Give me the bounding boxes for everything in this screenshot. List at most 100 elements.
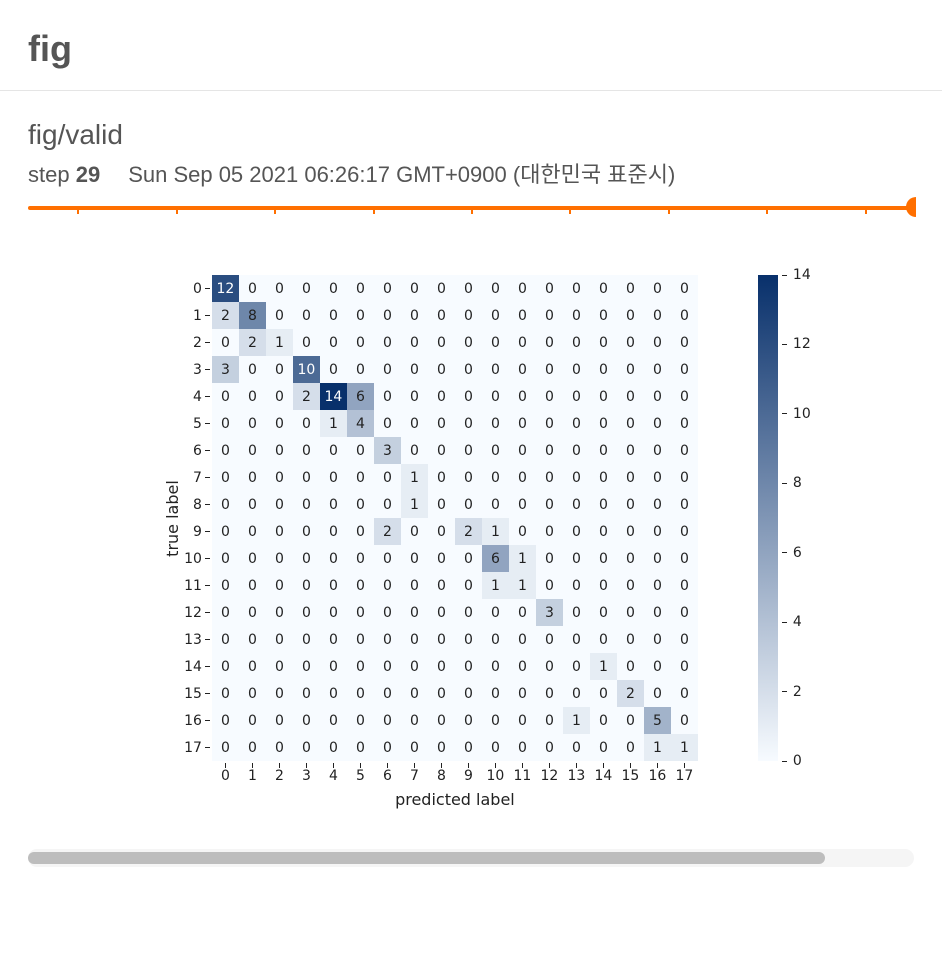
heatmap-cell: 0 — [428, 680, 455, 707]
heatmap-cell: 0 — [563, 626, 590, 653]
heatmap-cell: 0 — [347, 707, 374, 734]
xtick: 7 — [401, 763, 428, 784]
heatmap-cell: 0 — [563, 734, 590, 761]
heatmap-cell: 0 — [590, 410, 617, 437]
heatmap-cell: 0 — [401, 356, 428, 383]
xtick-label: 5 — [356, 768, 365, 784]
heatmap-cell: 0 — [644, 356, 671, 383]
ytick-mark — [205, 396, 210, 397]
heatmap-cell: 0 — [482, 491, 509, 518]
run-subtitle: fig/valid — [28, 119, 914, 151]
xtick: 15 — [617, 763, 644, 784]
ytick-mark — [205, 558, 210, 559]
xtick-label: 11 — [513, 768, 531, 784]
step-timeline[interactable] — [28, 199, 914, 215]
heatmap-cell: 0 — [347, 437, 374, 464]
xtick: 12 — [536, 763, 563, 784]
timeline-tick — [373, 207, 375, 214]
ytick-label: 9 — [193, 524, 202, 540]
heatmap-cell: 3 — [374, 437, 401, 464]
heatmap-cell: 0 — [590, 707, 617, 734]
heatmap-cell: 0 — [536, 572, 563, 599]
horizontal-scrollbar-thumb[interactable] — [28, 852, 825, 864]
heatmap-cell: 0 — [509, 626, 536, 653]
heatmap-cell: 0 — [482, 653, 509, 680]
heatmap-cell: 0 — [293, 437, 320, 464]
heatmap-cell: 0 — [212, 491, 239, 518]
heatmap-cell: 0 — [482, 437, 509, 464]
xtick: 6 — [374, 763, 401, 784]
colorbar-tick-mark — [782, 483, 787, 484]
heatmap-cell: 0 — [293, 707, 320, 734]
timeline-thumb[interactable] — [906, 197, 916, 217]
heatmap-cell: 1 — [266, 329, 293, 356]
heatmap-cell: 0 — [374, 680, 401, 707]
heatmap-cell: 0 — [644, 302, 671, 329]
heatmap-cell: 0 — [428, 734, 455, 761]
heatmap-cell: 0 — [671, 383, 698, 410]
heatmap-cell: 0 — [374, 599, 401, 626]
heatmap-cell: 0 — [266, 437, 293, 464]
heatmap-cell: 10 — [293, 356, 320, 383]
heatmap-cell: 0 — [320, 572, 347, 599]
heatmap-cell: 0 — [590, 599, 617, 626]
heatmap-cell: 0 — [239, 545, 266, 572]
heatmap-cell: 0 — [320, 545, 347, 572]
heatmap-cell: 0 — [536, 518, 563, 545]
heatmap-cell: 0 — [671, 707, 698, 734]
heatmap-cell: 1 — [320, 410, 347, 437]
timestamp: Sun Sep 05 2021 06:26:17 GMT+0900 (대한민국 … — [128, 157, 675, 189]
heatmap-cell: 0 — [428, 572, 455, 599]
heatmap-cell: 0 — [509, 491, 536, 518]
heatmap-cell: 0 — [212, 734, 239, 761]
colorbar-tick-label: 0 — [793, 753, 802, 769]
ytick: 9 — [184, 518, 210, 545]
heatmap-cell: 0 — [671, 572, 698, 599]
heatmap-cell: 0 — [293, 302, 320, 329]
ytick-label: 2 — [193, 335, 202, 351]
heatmap-cell: 0 — [266, 626, 293, 653]
ytick-mark — [205, 369, 210, 370]
heatmap-cell: 0 — [293, 329, 320, 356]
heatmap-cell: 0 — [617, 545, 644, 572]
heatmap-cell: 0 — [536, 464, 563, 491]
ytick: 11 — [184, 572, 210, 599]
heatmap-cell: 0 — [644, 491, 671, 518]
heatmap-cell: 0 — [482, 356, 509, 383]
heatmap-cell: 0 — [347, 626, 374, 653]
ytick-label: 11 — [184, 578, 202, 594]
ytick: 0 — [184, 275, 210, 302]
heatmap-cell: 0 — [212, 653, 239, 680]
heatmap-cell: 0 — [320, 599, 347, 626]
heatmap-cell: 0 — [617, 707, 644, 734]
heatmap-cell: 0 — [428, 464, 455, 491]
heatmap-cell: 0 — [401, 653, 428, 680]
colorbar-tick-mark — [782, 344, 787, 345]
heatmap-cell: 0 — [266, 572, 293, 599]
heatmap-cell: 0 — [509, 302, 536, 329]
heatmap-cell: 3 — [536, 599, 563, 626]
heatmap-cell: 0 — [428, 356, 455, 383]
heatmap-cell: 0 — [428, 302, 455, 329]
heatmap-cell: 0 — [509, 653, 536, 680]
step-value: 29 — [76, 162, 100, 187]
heatmap-cell: 0 — [617, 572, 644, 599]
xtick-label: 0 — [221, 768, 230, 784]
heatmap-cell: 0 — [320, 356, 347, 383]
heatmap-cell: 0 — [563, 437, 590, 464]
timeline-tick — [569, 207, 571, 214]
heatmap-cell: 0 — [212, 572, 239, 599]
heatmap-cell: 0 — [671, 491, 698, 518]
xtick: 11 — [509, 763, 536, 784]
heatmap-cell: 0 — [293, 491, 320, 518]
ytick: 5 — [184, 410, 210, 437]
heatmap-cell: 5 — [644, 707, 671, 734]
heatmap-cell: 0 — [266, 464, 293, 491]
heatmap-cell: 2 — [239, 329, 266, 356]
heatmap-cell: 0 — [428, 437, 455, 464]
horizontal-scrollbar[interactable] — [28, 849, 914, 867]
heatmap-cell: 0 — [212, 599, 239, 626]
ytick-mark — [205, 288, 210, 289]
xtick: 3 — [293, 763, 320, 784]
colorbar-tick: 14 — [782, 267, 811, 283]
